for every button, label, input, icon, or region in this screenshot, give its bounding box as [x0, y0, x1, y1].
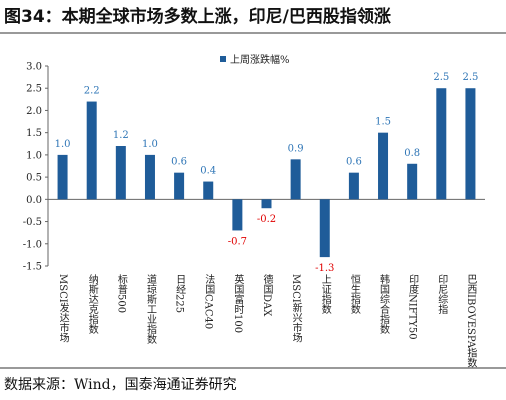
chart-title: 图34：本期全球市场多数上涨，印尼/巴西股指领涨 — [4, 6, 391, 27]
data-label: 1.5 — [375, 117, 391, 128]
bar — [232, 199, 243, 231]
source: 数据来源：Wind，国泰海通证券研究 — [4, 377, 237, 393]
y-tick-label: 1.0 — [26, 150, 42, 161]
data-label: 1.2 — [113, 130, 129, 141]
x-tick-label: 法国CAC40 — [203, 273, 215, 329]
x-tick-label: 日经225 — [174, 274, 186, 313]
data-label: 2.5 — [433, 72, 449, 83]
x-tick-label: MSCI新兴市场 — [290, 274, 302, 343]
data-label: 2.5 — [462, 72, 478, 83]
bar — [290, 159, 301, 200]
x-tick-label: 标普500 — [115, 274, 127, 313]
data-label: 1.0 — [55, 139, 71, 150]
bar — [86, 101, 97, 200]
y-tick-label: 2.0 — [26, 106, 42, 117]
y-tick-label: -1.5 — [23, 262, 42, 273]
y-tick-label: 1.5 — [26, 128, 42, 139]
y-tick-label: -0.5 — [23, 217, 42, 228]
bar — [348, 172, 359, 200]
legend-swatch — [220, 56, 226, 62]
x-tick-label: 上证指数 — [319, 274, 331, 315]
y-tick-label: 3.0 — [26, 62, 42, 73]
data-label: -0.2 — [257, 214, 276, 225]
data-label: 0.6 — [171, 157, 187, 168]
x-tick-label: 德国DAX — [261, 273, 273, 317]
x-tick-label: 英国富时100 — [232, 273, 244, 333]
bar — [378, 132, 389, 200]
bar — [407, 163, 418, 200]
bar — [115, 146, 126, 200]
y-tick-label: 0.5 — [26, 173, 42, 184]
x-tick-label: 巴西IBOVESPA指数 — [465, 274, 477, 369]
data-label: -0.7 — [228, 236, 247, 247]
x-tick-label: 印尼综指 — [436, 274, 448, 315]
x-tick-label: 纳斯达克指数 — [86, 273, 98, 335]
data-label: 1.0 — [142, 139, 158, 150]
bar — [57, 154, 68, 200]
y-tick-label: -1.0 — [23, 239, 42, 250]
legend-label: 上周涨跌幅% — [230, 53, 290, 66]
data-label: 0.4 — [200, 166, 216, 177]
bar — [436, 88, 447, 200]
x-tick-label: 恒生指数 — [348, 273, 360, 315]
data-label: 0.6 — [346, 157, 362, 168]
bar — [174, 172, 185, 200]
y-tick-label: 0.0 — [26, 195, 42, 206]
bar — [144, 154, 155, 200]
bar — [319, 199, 330, 258]
data-label: 0.8 — [404, 148, 420, 159]
bar — [465, 88, 476, 200]
bar — [203, 181, 214, 200]
x-tick-label: MSCI发达市场 — [57, 274, 69, 343]
data-label: 0.9 — [288, 143, 304, 154]
y-tick-label: 2.5 — [26, 84, 42, 95]
x-tick-label: 韩国综合指数 — [378, 273, 390, 335]
bar — [261, 199, 272, 209]
x-tick-label: 印度NIFTY50 — [407, 274, 419, 340]
data-label: 2.2 — [84, 86, 100, 97]
x-tick-label: 道琼斯工业指数 — [144, 273, 156, 345]
data-label: -1.3 — [315, 263, 334, 274]
